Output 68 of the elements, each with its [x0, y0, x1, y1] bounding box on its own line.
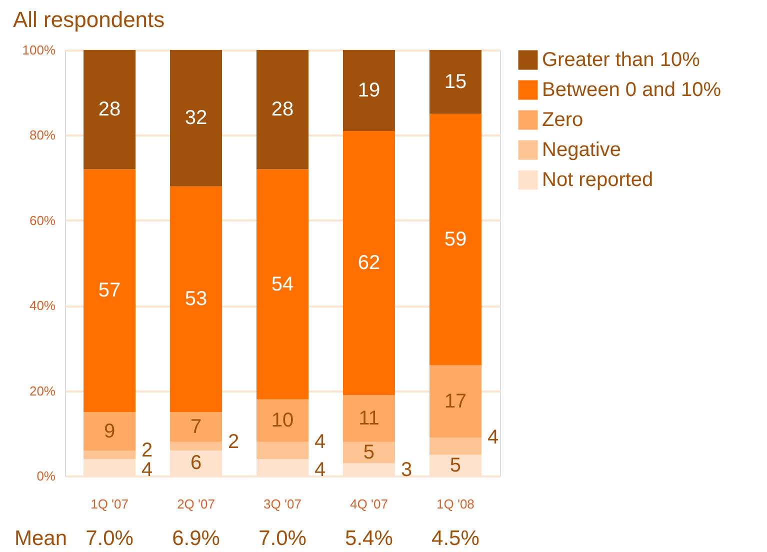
x-tick-label: 1Q '08 [436, 496, 474, 512]
x-tick-label: 2Q '07 [177, 496, 215, 512]
legend-label: Negative [542, 139, 621, 161]
bar [429, 114, 482, 366]
data-label: 32 [184, 107, 208, 130]
data-label: 54 [271, 273, 294, 296]
bar [256, 442, 308, 459]
data-label: 17 [444, 390, 467, 412]
data-label: 6 [190, 452, 202, 474]
data-label: 28 [271, 98, 294, 121]
data-label: 4 [487, 426, 499, 449]
data-label: 4 [314, 459, 326, 481]
text: Mean [14, 527, 67, 550]
chart-title: All respondents [13, 7, 165, 32]
data-label: 10 [271, 410, 294, 432]
y-tick-label: 0% [36, 468, 56, 484]
data-label: 11 [358, 407, 380, 430]
bar [170, 412, 222, 442]
data-label: 4 [142, 459, 153, 481]
bar [429, 365, 482, 438]
text: 7.0% [86, 527, 134, 550]
legend-label: Greater than 10% [542, 49, 700, 71]
data-label: 28 [98, 98, 121, 121]
data-label: 19 [358, 79, 380, 102]
bar [429, 50, 482, 114]
data-label: 15 [444, 70, 467, 93]
data-label: 2 [142, 439, 153, 462]
text: 4.5% [432, 527, 480, 550]
data-label: 53 [184, 288, 208, 310]
bar [170, 442, 222, 450]
data-label: 62 [358, 252, 380, 274]
bar [84, 412, 136, 450]
bar [84, 450, 136, 459]
bar [170, 186, 222, 412]
bar [84, 50, 136, 170]
bar [342, 130, 395, 396]
y-tick-label: 40% [29, 298, 56, 314]
data-label: 2 [228, 430, 240, 453]
text: 6.9% [172, 527, 220, 550]
data-label: 57 [98, 280, 121, 302]
legend-label: Zero [542, 109, 584, 131]
y-tick-label: 100% [22, 42, 56, 58]
bar [429, 438, 482, 455]
legend-label: Not reported [542, 169, 654, 191]
bar [342, 50, 395, 131]
y-tick-label: 60% [29, 212, 56, 228]
x-tick-label: 3Q '07 [264, 496, 302, 512]
bar [84, 169, 136, 412]
data-label: 5 [363, 442, 375, 464]
data-label: 9 [104, 420, 116, 442]
x-tick-label: 1Q '07 [90, 496, 128, 512]
data-label: 3 [400, 459, 412, 481]
bar [170, 50, 222, 186]
data-label: 5 [450, 454, 462, 476]
y-tick-label: 80% [29, 128, 56, 143]
bar [342, 395, 395, 442]
x-tick-label: 4Q '07 [350, 496, 388, 512]
legend-label: Between 0 and 10% [542, 79, 722, 101]
data-label: 4 [314, 430, 326, 453]
data-label: 7 [190, 416, 202, 438]
bar [256, 169, 308, 400]
bar [256, 399, 308, 442]
bar [342, 442, 395, 464]
y-tick-label: 20% [29, 383, 56, 398]
bar [256, 50, 308, 170]
text: 7.0% [258, 527, 306, 550]
text: 5.4% [345, 527, 393, 550]
data-label: 59 [444, 228, 467, 251]
